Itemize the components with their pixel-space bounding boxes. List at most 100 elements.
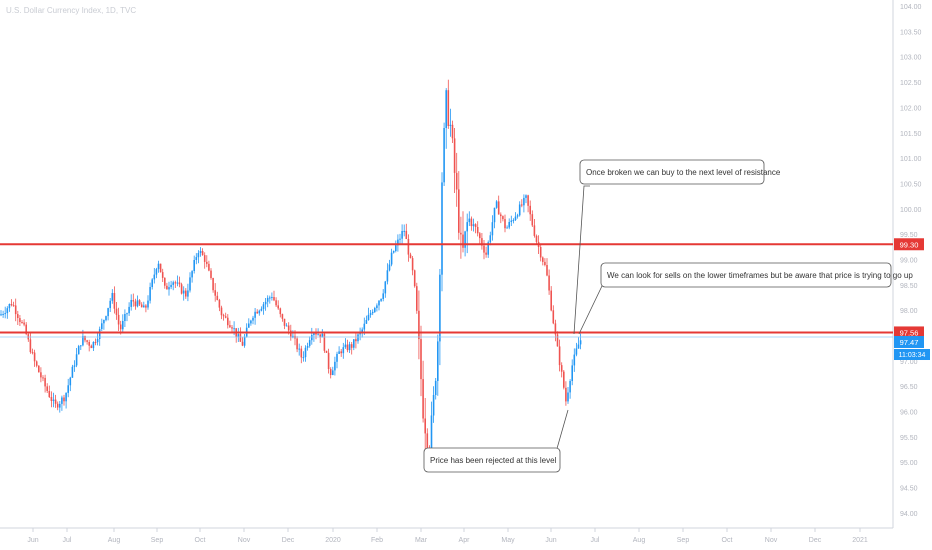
x-tick-label: Sep	[151, 537, 164, 544]
candle-body	[140, 304, 143, 308]
candle-body	[466, 222, 468, 232]
candle-body	[153, 274, 156, 280]
candle-body	[46, 386, 48, 391]
x-tick-label: Oct	[722, 537, 733, 544]
candles	[0, 79, 582, 472]
x-tick-label: May	[501, 537, 515, 544]
candle-body	[506, 227, 508, 229]
callout-text-2: We can look for sells on the lower timef…	[607, 271, 913, 280]
candle-body	[365, 320, 368, 324]
candle-body	[378, 300, 380, 306]
y-tick-label: 95.50	[900, 435, 918, 442]
candle-body	[504, 219, 506, 229]
level-lines	[0, 243, 893, 338]
candle-body	[460, 232, 462, 235]
candle-body	[447, 90, 450, 126]
candle-body	[357, 334, 359, 342]
candle-body	[271, 297, 273, 298]
candle-body	[544, 261, 546, 265]
candle-body	[243, 336, 246, 346]
candle-body	[535, 235, 538, 242]
y-tick-label: 104.00	[900, 4, 922, 11]
candle-body	[382, 293, 384, 299]
y-tick-label: 102.00	[900, 105, 922, 112]
candle-body	[464, 231, 466, 248]
annotation-callouts[interactable]: Once broken we can buy to the next level…	[423, 159, 913, 473]
candle-body	[113, 293, 116, 309]
callout-box-1[interactable]	[579, 159, 765, 185]
candle-body	[67, 385, 69, 393]
candle-body	[317, 334, 319, 336]
candle-body	[195, 257, 198, 260]
candle-body	[229, 325, 231, 328]
candle-body	[508, 222, 510, 228]
candle-body	[248, 323, 250, 328]
candle-body	[256, 311, 258, 314]
candle-body	[143, 305, 145, 308]
candle-body	[199, 251, 202, 253]
callout-box-3[interactable]	[423, 447, 561, 473]
candle-body	[348, 344, 351, 351]
candle-body	[214, 290, 216, 296]
candle-body	[453, 138, 456, 173]
candle-body	[285, 325, 288, 327]
countdown-label: 11:03:34	[899, 352, 926, 359]
candle-body	[434, 380, 437, 395]
candle-body	[71, 366, 74, 378]
candle-body	[122, 321, 124, 330]
x-tick-label: Apr	[459, 537, 471, 544]
candle-body	[266, 297, 269, 302]
candle-body	[172, 282, 174, 285]
candle-body	[445, 90, 447, 128]
x-tick-label: Dec	[809, 537, 822, 544]
candle-body	[565, 387, 567, 402]
candle-body	[103, 320, 105, 324]
x-tick-label: Mar	[415, 537, 428, 544]
candle-body	[77, 346, 80, 355]
y-tick-label: 103.00	[900, 55, 922, 62]
y-tick-label: 99.00	[900, 257, 918, 264]
candle-body	[134, 301, 137, 307]
x-tick-label: Nov	[238, 537, 251, 544]
candle-body	[201, 251, 204, 256]
candle-body	[12, 305, 15, 307]
y-tick-label: 100.00	[900, 207, 922, 214]
candle-body	[441, 182, 443, 275]
candle-body	[432, 395, 435, 416]
candle-body	[300, 348, 303, 358]
candle-body	[237, 334, 240, 337]
candle-body	[321, 333, 324, 338]
candle-body	[250, 320, 252, 324]
candle-body	[483, 245, 485, 253]
y-tick-label: 94.00	[900, 511, 918, 518]
candle-body	[556, 334, 559, 347]
candle-body	[155, 269, 158, 275]
callout-box-2[interactable]	[600, 262, 892, 288]
candle-body	[40, 372, 42, 378]
candle-body	[470, 218, 473, 227]
candle-body	[115, 308, 118, 315]
current-price-label: 97.47	[900, 338, 919, 347]
candle-body	[298, 348, 300, 350]
candle-body	[290, 330, 292, 338]
candle-body	[542, 257, 544, 262]
candle-body	[455, 172, 458, 190]
candle-body	[518, 204, 521, 216]
y-tick-label: 98.00	[900, 308, 918, 315]
candle-body	[548, 275, 550, 291]
candle-body	[416, 286, 418, 311]
candle-body	[258, 310, 261, 314]
current-price-badge	[894, 336, 924, 349]
candle-body	[346, 344, 349, 351]
candle-body	[525, 195, 527, 198]
candle-body	[44, 377, 46, 387]
candle-body	[180, 284, 183, 294]
x-tick-label: Oct	[195, 537, 206, 544]
y-tick-label: 101.50	[900, 131, 922, 138]
candle-body	[403, 230, 405, 232]
candle-body	[376, 305, 378, 308]
candle-body	[63, 397, 65, 402]
candle-body	[187, 290, 189, 297]
candle-body	[75, 354, 78, 366]
